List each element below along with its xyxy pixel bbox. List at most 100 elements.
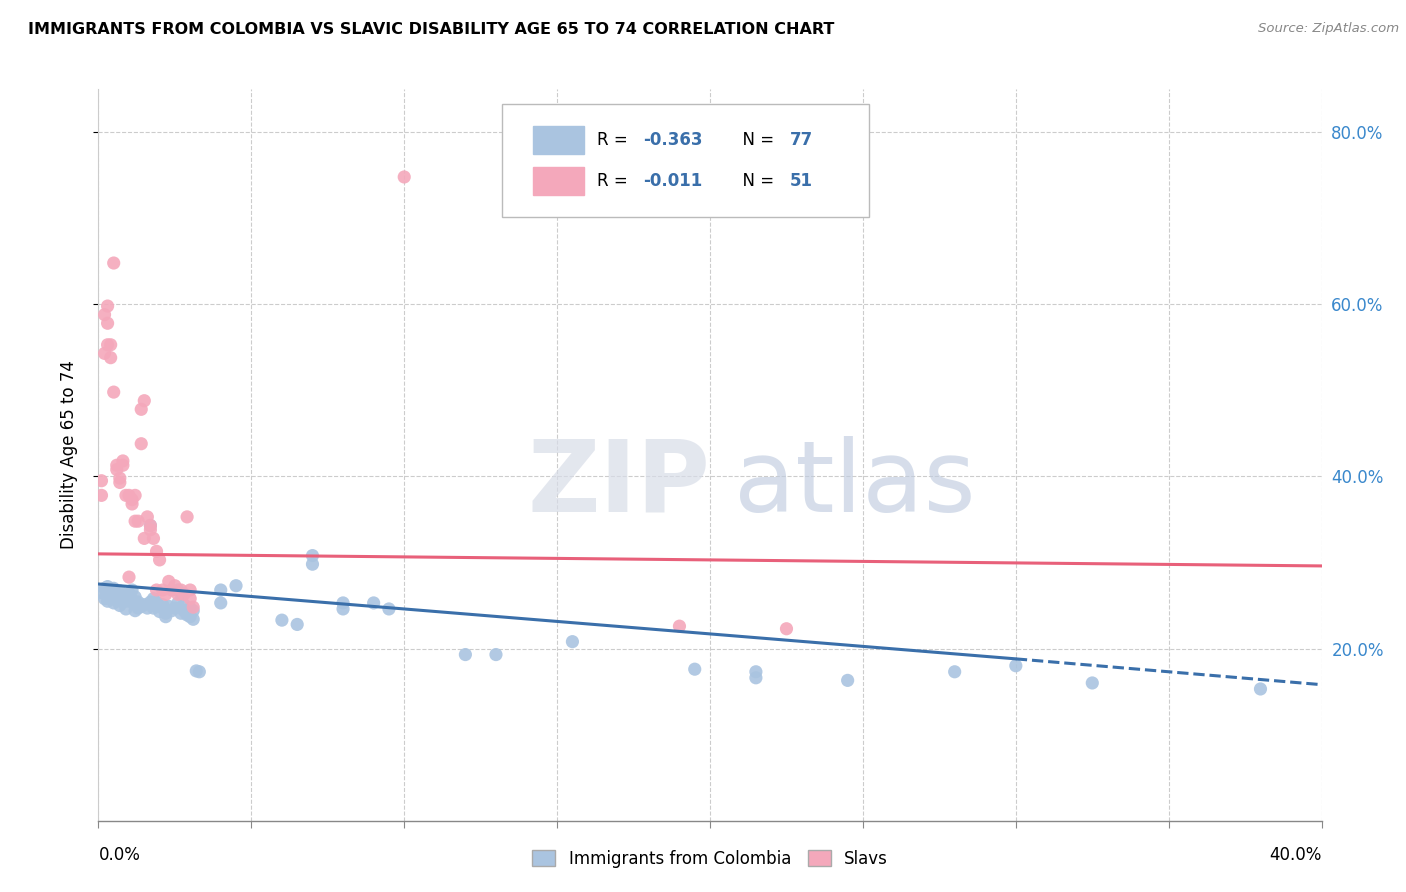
Point — [142, 532, 165, 546]
Point — [561, 634, 583, 648]
Point — [93, 308, 115, 322]
Point — [301, 558, 323, 572]
Text: atlas: atlas — [734, 435, 976, 533]
Point — [176, 607, 198, 622]
Point — [176, 509, 198, 524]
Point — [90, 488, 112, 502]
Text: 40.0%: 40.0% — [1270, 847, 1322, 864]
Point — [103, 582, 125, 596]
Point — [93, 591, 115, 606]
Point — [121, 582, 143, 597]
Point — [157, 574, 180, 589]
Point — [775, 622, 797, 636]
Point — [127, 595, 149, 609]
Point — [129, 436, 152, 450]
Point — [285, 617, 308, 632]
Text: R =: R = — [598, 172, 638, 190]
Point — [225, 579, 247, 593]
Point — [332, 596, 354, 610]
Point — [485, 648, 508, 662]
Point — [124, 604, 146, 618]
Point — [100, 338, 122, 352]
Point — [103, 385, 125, 400]
Point — [111, 595, 134, 609]
Point — [392, 169, 416, 184]
Text: N =: N = — [733, 130, 779, 149]
Point — [105, 458, 128, 473]
Point — [121, 492, 143, 507]
Point — [134, 532, 156, 546]
Point — [186, 664, 208, 678]
Point — [179, 591, 201, 606]
Point — [134, 393, 156, 408]
Point — [160, 604, 183, 618]
Point — [124, 590, 146, 604]
Point — [181, 604, 204, 618]
Point — [209, 582, 232, 597]
Point — [155, 609, 177, 624]
Point — [127, 601, 149, 615]
Point — [103, 256, 125, 270]
Point — [943, 665, 966, 679]
Point — [127, 514, 149, 528]
Text: IMMIGRANTS FROM COLOMBIA VS SLAVIC DISABILITY AGE 65 TO 74 CORRELATION CHART: IMMIGRANTS FROM COLOMBIA VS SLAVIC DISAB… — [28, 22, 835, 37]
Point — [124, 514, 146, 528]
Point — [111, 588, 134, 602]
Point — [149, 599, 172, 614]
Point — [97, 299, 120, 313]
Text: 0.0%: 0.0% — [98, 847, 141, 864]
Point — [179, 601, 201, 615]
Point — [108, 583, 131, 598]
Point — [167, 582, 190, 597]
Point — [134, 598, 156, 612]
Point — [105, 462, 128, 476]
Text: ZIP: ZIP — [527, 435, 710, 533]
Text: R =: R = — [598, 130, 638, 149]
Point — [163, 579, 186, 593]
Point — [136, 601, 159, 615]
Point — [115, 488, 138, 502]
Point — [139, 518, 162, 533]
Point — [108, 475, 131, 490]
Point — [837, 673, 859, 688]
Text: N =: N = — [733, 172, 779, 190]
Point — [124, 488, 146, 502]
Point — [179, 609, 201, 624]
Point — [181, 600, 204, 615]
Point — [1249, 681, 1271, 696]
Point — [145, 582, 167, 597]
Point — [152, 601, 174, 615]
Point — [332, 602, 354, 616]
Point — [363, 596, 385, 610]
Point — [108, 471, 131, 485]
Point — [301, 549, 323, 563]
Point — [97, 580, 120, 594]
Point — [142, 601, 165, 615]
Point — [139, 523, 162, 537]
Text: Source: ZipAtlas.com: Source: ZipAtlas.com — [1258, 22, 1399, 36]
Point — [100, 351, 122, 365]
Point — [155, 607, 177, 621]
Point — [111, 458, 134, 473]
Text: 77: 77 — [790, 130, 813, 149]
Point — [105, 587, 128, 601]
Point — [93, 346, 115, 360]
Point — [173, 604, 195, 618]
Point — [103, 596, 125, 610]
Point — [1004, 658, 1026, 673]
Point — [745, 665, 768, 679]
Point — [270, 613, 292, 627]
Y-axis label: Disability Age 65 to 74: Disability Age 65 to 74 — [59, 360, 77, 549]
Point — [170, 607, 193, 621]
Point — [160, 582, 183, 597]
Point — [97, 594, 120, 608]
Point — [118, 570, 141, 584]
Point — [745, 671, 768, 685]
Text: -0.011: -0.011 — [643, 172, 702, 190]
Point — [129, 402, 152, 417]
Point — [121, 592, 143, 607]
Point — [115, 602, 138, 616]
Point — [90, 585, 112, 599]
Point — [170, 582, 193, 597]
Point — [100, 591, 122, 606]
